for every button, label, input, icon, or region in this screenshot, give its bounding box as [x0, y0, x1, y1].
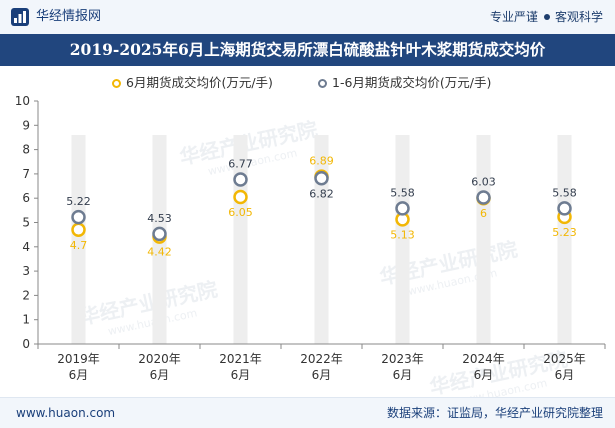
y-tick-label: 1 [22, 313, 30, 327]
chart-legend: 6月期货成交均价(万元/手) 1-6月期货成交均价(万元/手) [0, 72, 615, 94]
x-tick-label-month: 6月 [312, 368, 332, 382]
data-point-series-1 [71, 222, 86, 238]
data-label-series-1: 5.23 [552, 226, 577, 239]
data-point-series-2 [395, 201, 410, 216]
brand[interactable]: 华经情报网 [10, 7, 101, 27]
legend-item-series-1[interactable]: 6月期货成交均价(万元/手) [112, 72, 273, 94]
data-label-series-1: 6.89 [309, 155, 334, 168]
y-tick-label: 10 [15, 94, 30, 108]
y-tick-label: 4 [22, 240, 30, 254]
category-band [395, 135, 410, 344]
footer-url[interactable]: www.huaon.com [16, 406, 116, 420]
x-tick-label-month: 6月 [474, 368, 494, 382]
data-label-series-1: 5.13 [390, 228, 415, 241]
dot-separator-icon [543, 14, 550, 20]
y-tick-label: 9 [22, 118, 30, 132]
category-band [233, 135, 248, 344]
tagline-left: 专业严谨 [489, 10, 538, 24]
y-tick-label: 2 [22, 288, 30, 302]
data-point-series-2 [557, 201, 572, 216]
category-band [314, 135, 329, 344]
brand-name: 华经情报网 [36, 9, 102, 24]
data-point-series-1 [233, 189, 248, 205]
chart-title: 2019-2025年6月上海期货交易所漂白硫酸盐针叶木浆期货成交均价 [0, 34, 615, 66]
x-tick-label-year: 2019年 [57, 352, 100, 366]
x-tick-label-year: 2022年 [300, 352, 343, 366]
x-tick-label-year: 2023年 [381, 352, 424, 366]
category-band [476, 135, 491, 344]
legend-label-series-1: 6月期货成交均价(万元/手) [126, 75, 273, 90]
x-tick-label-year: 2020年 [138, 352, 181, 366]
data-label-series-2: 6.03 [471, 175, 496, 188]
top-bar: 华经情报网 专业严谨 客观科学 [0, 0, 615, 35]
legend-marker-series-1-icon [112, 78, 121, 88]
x-tick-label-year: 2025年 [543, 352, 586, 366]
huajing-logo-icon [11, 8, 29, 26]
data-point-series-2 [476, 190, 491, 205]
footer-source: 数据来源：证监局，华经产业研究院整理 [386, 406, 603, 420]
data-point-series-2 [152, 226, 167, 242]
x-tick-label-month: 6月 [555, 368, 575, 382]
data-label-series-1: 6.05 [228, 206, 253, 219]
x-tick-label-month: 6月 [231, 368, 251, 382]
x-tick-label-month: 6月 [393, 368, 413, 382]
data-label-series-1: 4.7 [70, 239, 88, 252]
data-label-series-2: 5.58 [390, 186, 415, 199]
data-point-series-2 [233, 172, 248, 187]
data-point-series-2 [314, 171, 329, 186]
y-tick-label: 6 [22, 191, 30, 205]
tagline-right: 客观科学 [554, 10, 603, 24]
legend-label-series-2: 1-6月期货成交均价(万元/手) [332, 75, 492, 90]
data-label-series-2: 5.58 [552, 186, 577, 199]
x-tick-label-month: 6月 [69, 368, 89, 382]
category-band [71, 135, 86, 344]
legend-marker-series-2-icon [318, 78, 327, 88]
data-label-series-1: 4.42 [147, 246, 172, 259]
data-label-series-2: 6.77 [228, 157, 253, 170]
y-tick-label: 3 [22, 264, 30, 278]
y-tick-label: 8 [22, 143, 30, 157]
x-tick-label-year: 2021年 [219, 352, 262, 366]
legend-item-series-2[interactable]: 1-6月期货成交均价(万元/手) [318, 72, 491, 94]
data-label-series-2: 4.53 [147, 212, 172, 225]
data-label-series-1: 6 [480, 207, 487, 220]
y-tick-label: 5 [22, 216, 30, 230]
category-band [557, 135, 572, 344]
data-point-series-2 [71, 209, 86, 225]
y-tick-label: 0 [22, 337, 30, 351]
footer: www.huaon.com 数据来源：证监局，华经产业研究院整理 [0, 397, 615, 428]
data-label-series-2: 5.22 [66, 195, 91, 208]
y-tick-label: 7 [22, 167, 30, 181]
x-tick-label-month: 6月 [150, 368, 170, 382]
tagline: 专业严谨 客观科学 [490, 8, 603, 26]
chart-plot: 华经产业研究院www.huaon.com华经产业研究院www.huaon.com… [15, 94, 606, 397]
data-label-series-2: 6.82 [309, 187, 334, 200]
x-tick-label-year: 2024年 [462, 352, 505, 366]
